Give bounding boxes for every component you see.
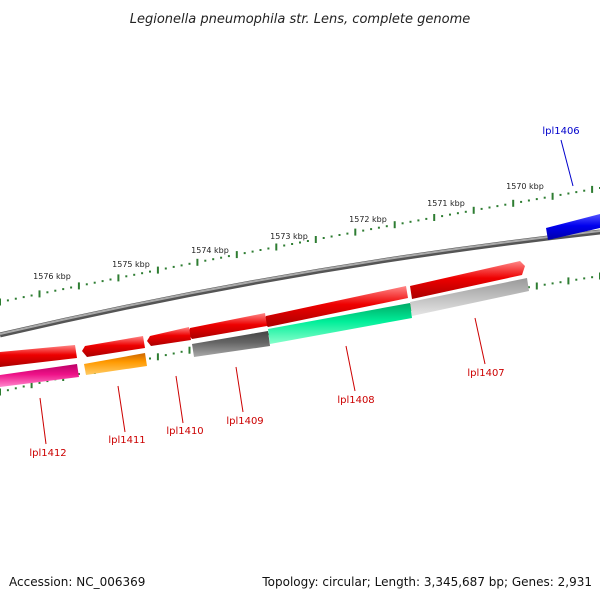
gene-arrow-lpl1406[interactable] [546, 214, 600, 240]
genome-backbone [0, 229, 600, 338]
gene-label-lpl1412[interactable]: lpl1412 [29, 448, 66, 459]
genome-summary: Topology: circular; Length: 3,345,687 bp… [261, 575, 592, 589]
scale-label-1574: 1574 kbp [191, 246, 229, 255]
gene-arrow-lpl1412[interactable] [0, 345, 77, 367]
scale-labels: 1576 kbp 1575 kbp 1574 kbp 1573 kbp 1572… [33, 182, 544, 281]
scale-label-1570: 1570 kbp [506, 182, 544, 191]
gene-labels: lpl1406 lpl1407 lpl1408 lpl1409 lpl1410 … [29, 126, 579, 459]
leader-lpl1411 [117, 385, 126, 433]
gene-arrow-lpl1408[interactable] [263, 286, 408, 327]
gene-arrow-lpl1407[interactable] [410, 261, 525, 299]
gene-arrow-lpl1409[interactable] [188, 313, 267, 339]
feature-light-gray [410, 278, 529, 316]
feature-green [268, 303, 412, 344]
gene-label-lpl1406[interactable]: lpl1406 [542, 126, 579, 137]
scale-label-1573: 1573 kbp [270, 232, 308, 241]
scale-ticks-outer [0, 185, 600, 306]
feature-dark-gray [192, 331, 270, 357]
leader-lpl1412 [39, 397, 47, 445]
leader-lpl1406 [560, 139, 574, 187]
scale-label-1575: 1575 kbp [112, 260, 150, 269]
leader-lpl1410 [175, 375, 184, 424]
scale-label-1576: 1576 kbp [33, 272, 71, 281]
gene-label-lpl1409[interactable]: lpl1409 [226, 416, 263, 427]
accession-label: Accession: NC_006369 [9, 575, 145, 589]
map-title: Legionella pneumophila str. Lens, comple… [130, 12, 471, 27]
scale-label-1572: 1572 kbp [349, 215, 387, 224]
gene-label-lpl1410[interactable]: lpl1410 [166, 426, 203, 437]
gene-label-lines [39, 139, 574, 445]
leader-lpl1408 [345, 345, 356, 392]
scale-label-1571: 1571 kbp [427, 199, 465, 208]
leader-lpl1407 [474, 317, 486, 365]
feature-orange [84, 353, 147, 375]
gene-arrow-lpl1410[interactable] [147, 327, 191, 346]
forward-strand-features [0, 214, 600, 367]
gene-label-lpl1407[interactable]: lpl1407 [467, 368, 504, 379]
gene-label-lpl1408[interactable]: lpl1408 [337, 395, 374, 406]
feature-pink [0, 364, 79, 387]
gc-track-features [0, 278, 529, 387]
leader-lpl1409 [235, 366, 244, 413]
gene-label-lpl1411[interactable]: lpl1411 [108, 435, 145, 446]
gene-arrow-lpl1411[interactable] [82, 336, 145, 357]
